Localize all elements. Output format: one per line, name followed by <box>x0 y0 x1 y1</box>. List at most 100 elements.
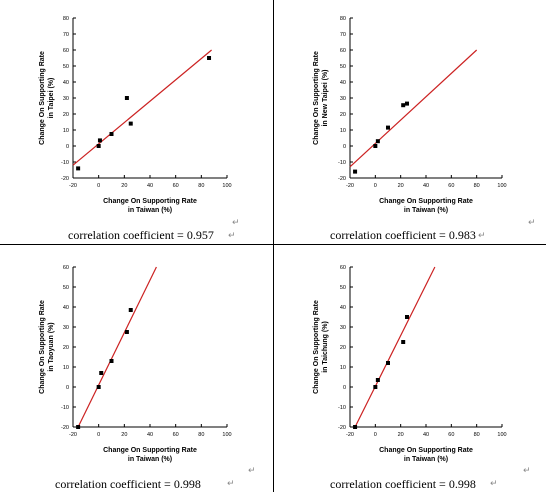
y-tick-label: -20 <box>338 425 346 431</box>
x-tick-label: 80 <box>474 432 480 438</box>
data-point <box>109 359 114 363</box>
y-tick-label: 30 <box>63 325 69 331</box>
data-point <box>96 385 101 389</box>
x-tick-label: 40 <box>423 432 429 438</box>
chart-panel-taichung: -20 -10 0 10 20 30 40 50 60 -20 0 20 40 60 80 100 Change… <box>274 245 546 492</box>
y-tick-label: -10 <box>61 160 69 166</box>
data-point <box>124 330 129 334</box>
y-tick-label: -20 <box>338 176 346 182</box>
y-axis-label: in Taoyuan (%) <box>48 322 55 371</box>
y-tick-label: 50 <box>340 64 346 70</box>
y-tick-label: 10 <box>340 128 346 134</box>
data-point <box>353 425 358 429</box>
x-tick-label: 20 <box>398 183 404 189</box>
x-tick-label: 60 <box>448 432 454 438</box>
scatter-plot-new-taipei: -20 -10 0 10 20 30 40 50 60 70 80 -20 0 20 40 60 80 100 Ch… <box>313 16 507 214</box>
x-tick-label: 100 <box>497 183 506 189</box>
y-tick-label: 60 <box>63 48 69 54</box>
x-tick-label: 60 <box>173 183 179 189</box>
x-tick-label: 80 <box>198 183 204 189</box>
y-tick-label: 60 <box>63 265 69 271</box>
y-tick-label: 70 <box>340 32 346 38</box>
data-point <box>96 144 101 148</box>
y-axis-label: in New Taipei (%) <box>322 69 329 126</box>
return-mark-icon: ↵ <box>232 218 240 228</box>
x-tick-label: 100 <box>497 432 506 438</box>
data-point <box>373 385 378 389</box>
x-axis-label: Change On Supporting Rate <box>379 198 473 205</box>
y-tick-label: 80 <box>63 16 69 22</box>
x-tick-label: 100 <box>222 183 231 189</box>
return-mark-icon: ↵ <box>490 479 498 489</box>
fit-line <box>72 49 212 166</box>
fit-line <box>77 266 157 428</box>
x-tick-label: 0 <box>97 183 100 189</box>
horizontal-divider <box>0 244 546 245</box>
y-axis-label: Change On Supporting Rate <box>39 300 46 394</box>
x-axis-label: in Taiwan (%) <box>404 456 448 463</box>
y-axis-label: Change On Supporting Rate <box>39 51 46 145</box>
x-tick-label: -20 <box>69 183 77 189</box>
y-tick-label: 50 <box>63 285 69 291</box>
data-point <box>128 121 133 126</box>
x-tick-label: -20 <box>69 432 77 438</box>
x-tick-label: -20 <box>346 183 354 189</box>
data-point <box>401 340 406 344</box>
x-tick-label: 0 <box>374 432 377 438</box>
return-mark-icon: ↵ <box>228 231 236 241</box>
y-tick-label: -20 <box>61 176 69 182</box>
y-tick-label: 10 <box>63 128 69 134</box>
y-tick-label: 50 <box>340 285 346 291</box>
x-tick-label: 60 <box>448 183 454 189</box>
data-point <box>386 125 390 130</box>
x-tick-label: 0 <box>374 183 377 189</box>
x-tick-label: 40 <box>147 432 153 438</box>
x-tick-label: 20 <box>398 432 404 438</box>
correlation-caption-taipei: correlation coefficient = 0.957 <box>68 228 214 242</box>
y-tick-label: -10 <box>61 405 69 411</box>
data-point <box>373 144 378 148</box>
y-tick-label: 20 <box>340 345 346 351</box>
x-axis-label: in Taiwan (%) <box>128 456 172 463</box>
x-axis-label: in Taiwan (%) <box>128 207 172 214</box>
return-mark-icon: ↵ <box>227 479 235 489</box>
y-axis-label: in Taichung (%) <box>322 321 329 373</box>
data-point <box>124 96 129 100</box>
chart-panel-new-taipei: -20 -10 0 10 20 30 40 50 60 70 80 -20 0 20 40 60 80 100 Ch… <box>274 0 546 244</box>
data-point <box>76 425 81 429</box>
x-tick-label: 60 <box>173 432 179 438</box>
data-point <box>405 101 409 106</box>
chart-panel-taoyuan: -20 -10 0 10 20 30 40 50 60 -20 0 20 40 60 80 100 Change… <box>0 245 273 492</box>
x-tick-label: 80 <box>198 432 204 438</box>
vertical-divider <box>273 0 274 492</box>
return-mark-icon: ↵ <box>523 466 531 476</box>
return-mark-icon: ↵ <box>478 231 486 241</box>
y-tick-label: 0 <box>66 385 69 391</box>
y-tick-label: 30 <box>63 96 69 102</box>
correlation-caption-taichung: correlation coefficient = 0.998 <box>330 477 476 491</box>
chart-panel-taipei: -20 -10 0 10 20 30 40 50 60 70 80 -20 0 20 40 60 80 100 Ch… <box>0 0 273 244</box>
data-point <box>109 132 114 136</box>
y-tick-label: 50 <box>63 64 69 70</box>
x-axis-label: Change On Supporting Rate <box>103 198 197 205</box>
y-tick-label: 40 <box>340 305 346 311</box>
y-tick-label: 60 <box>340 265 346 271</box>
data-point <box>353 169 358 174</box>
y-tick-label: 10 <box>63 365 69 371</box>
y-tick-label: 20 <box>63 112 69 118</box>
data-point <box>99 371 104 375</box>
data-point <box>375 139 380 144</box>
y-tick-label: 20 <box>63 345 69 351</box>
data-point <box>401 103 406 108</box>
y-tick-label: 70 <box>63 32 69 38</box>
fit-line <box>349 49 478 168</box>
data-point <box>128 308 133 312</box>
y-tick-label: 40 <box>340 80 346 86</box>
x-tick-label: 40 <box>423 183 429 189</box>
x-tick-label: 40 <box>147 183 153 189</box>
scatter-plot-taichung: -20 -10 0 10 20 30 40 50 60 -20 0 20 40 60 80 100 Change… <box>313 265 507 463</box>
y-tick-label: 10 <box>340 365 346 371</box>
fit-line <box>354 266 436 428</box>
x-axis-label: Change On Supporting Rate <box>103 447 197 454</box>
data-point <box>386 361 390 365</box>
